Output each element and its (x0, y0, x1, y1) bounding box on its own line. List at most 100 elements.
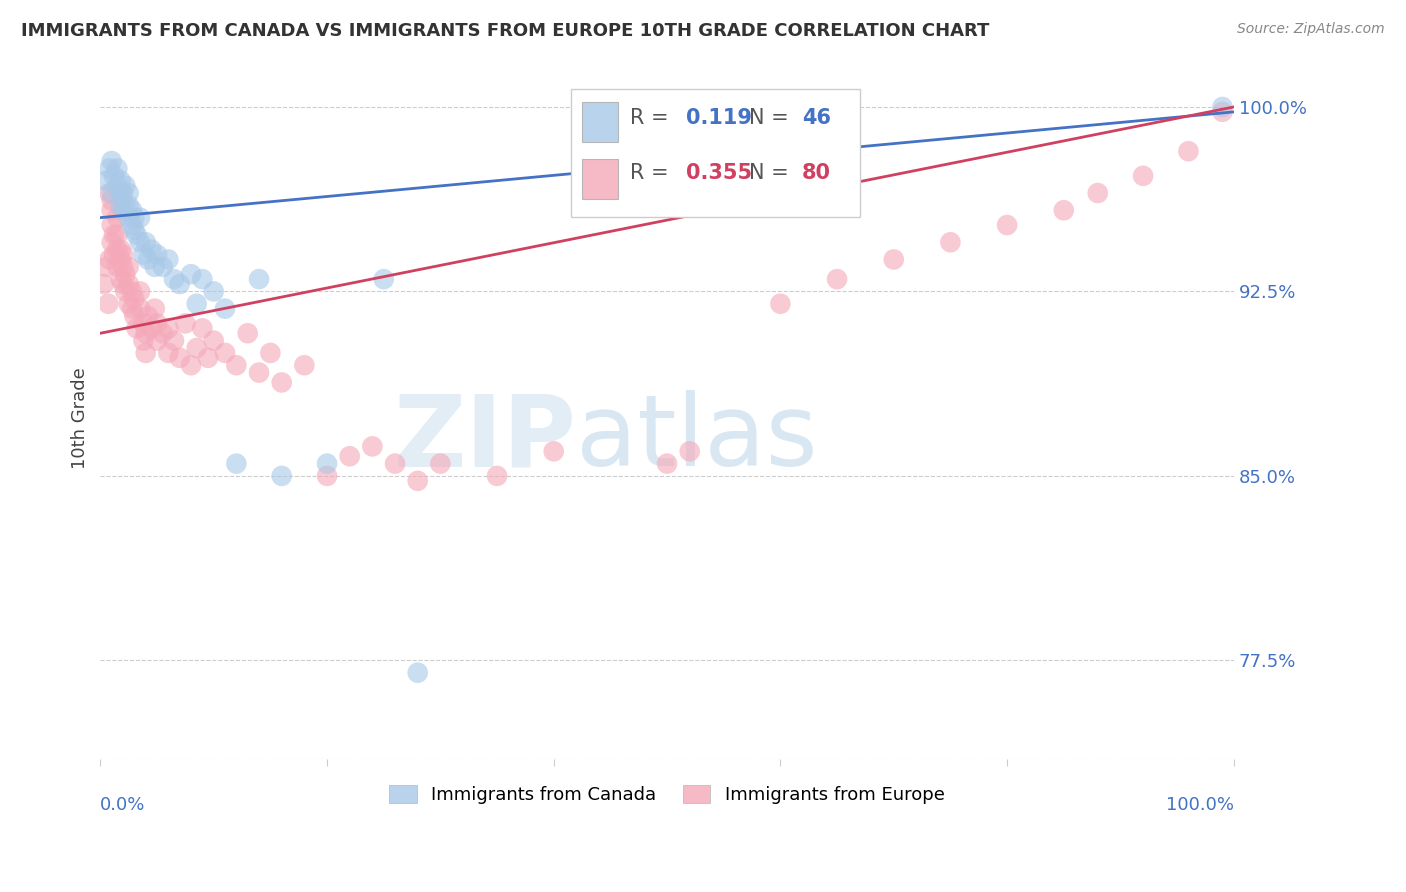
Point (186, 341, 208, 355)
Point (825, 272, 848, 286)
Point (679, 444, 702, 458)
Point (129, 211, 152, 225)
Point (174, 317, 197, 331)
Point (111, 247, 134, 261)
Point (100, 218, 122, 232)
Point (169, 277, 191, 291)
Point (105, 243, 128, 257)
Point (146, 247, 169, 261)
Point (111, 260, 134, 274)
Point (129, 285, 152, 299)
Text: 46: 46 (801, 108, 831, 128)
Point (1177, 145, 1199, 159)
Point (132, 247, 155, 261)
Point (136, 252, 159, 267)
Point (105, 161, 128, 176)
Point (157, 346, 180, 360)
Point (1211, 100, 1233, 114)
Point (110, 174, 132, 188)
Point (270, 376, 292, 390)
Point (105, 211, 128, 225)
Point (191, 321, 214, 335)
Point (292, 358, 315, 372)
Point (121, 301, 143, 316)
Point (157, 321, 180, 335)
Text: 0.0%: 0.0% (100, 797, 146, 814)
Point (373, 272, 395, 286)
Point (129, 235, 152, 250)
Point (121, 203, 143, 218)
Point (110, 198, 132, 212)
Legend: Immigrants from Canada, Immigrants from Europe: Immigrants from Canada, Immigrants from … (382, 777, 952, 811)
Point (143, 260, 166, 274)
Point (163, 334, 186, 348)
Point (406, 665, 429, 680)
Point (543, 444, 565, 458)
Text: 0.355: 0.355 (686, 162, 752, 183)
Point (118, 198, 141, 212)
Point (118, 277, 141, 291)
Point (247, 272, 270, 286)
Point (121, 218, 143, 232)
Point (152, 326, 174, 341)
Point (236, 326, 259, 341)
Point (105, 260, 128, 274)
Point (94, 174, 117, 188)
Point (1053, 203, 1076, 218)
Point (169, 351, 191, 365)
Text: IMMIGRANTS FROM CANADA VS IMMIGRANTS FROM EUROPE 10TH GRADE CORRELATION CHART: IMMIGRANTS FROM CANADA VS IMMIGRANTS FRO… (21, 22, 990, 40)
Point (98, 186, 121, 200)
Point (361, 439, 384, 453)
Point (111, 186, 134, 200)
Point (110, 272, 132, 286)
Point (100, 194, 122, 208)
Text: 0.119: 0.119 (686, 108, 752, 128)
Point (939, 235, 962, 250)
Point (98, 161, 121, 176)
Point (384, 457, 406, 471)
Text: 100.0%: 100.0% (1166, 797, 1234, 814)
Point (316, 469, 339, 483)
Point (110, 252, 132, 267)
Point (111, 277, 134, 291)
Point (124, 211, 146, 225)
Point (143, 301, 166, 316)
Point (157, 252, 180, 267)
Point (406, 474, 429, 488)
Point (259, 346, 281, 360)
Point (135, 235, 157, 250)
Point (124, 223, 146, 237)
Point (191, 272, 214, 286)
Point (214, 346, 236, 360)
Point (118, 297, 141, 311)
FancyBboxPatch shape (582, 159, 619, 200)
FancyBboxPatch shape (582, 102, 619, 142)
Point (114, 178, 136, 193)
Point (98, 252, 121, 267)
Point (136, 309, 159, 323)
Y-axis label: 10th Grade: 10th Grade (72, 368, 89, 469)
Point (110, 186, 132, 200)
Point (339, 449, 361, 463)
Point (214, 301, 236, 316)
Point (129, 301, 152, 316)
Point (225, 457, 247, 471)
Point (103, 169, 125, 183)
Point (1211, 104, 1233, 119)
Point (152, 260, 174, 274)
Point (103, 227, 125, 242)
Text: R =: R = (630, 108, 675, 128)
Point (146, 317, 169, 331)
Point (105, 227, 128, 242)
Point (100, 203, 122, 218)
Point (132, 334, 155, 348)
FancyBboxPatch shape (571, 89, 859, 217)
Text: N =: N = (748, 108, 794, 128)
Point (97, 297, 120, 311)
Point (186, 297, 208, 311)
Text: Source: ZipAtlas.com: Source: ZipAtlas.com (1237, 22, 1385, 37)
Point (100, 154, 122, 169)
Point (180, 358, 202, 372)
Text: atlas: atlas (576, 390, 818, 487)
Point (111, 203, 134, 218)
